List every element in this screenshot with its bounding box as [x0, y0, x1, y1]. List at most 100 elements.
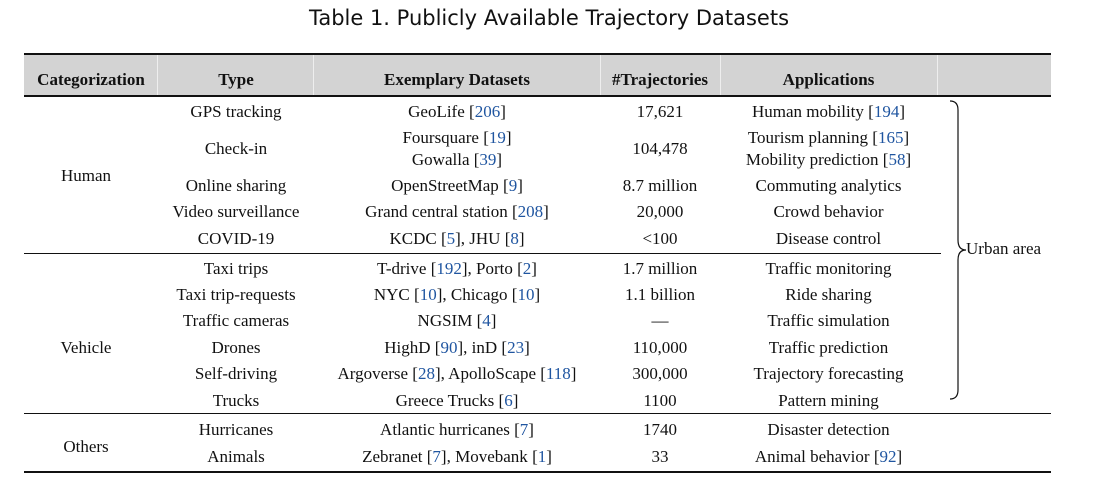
citation-link[interactable]: 206 [474, 102, 501, 121]
citation-link[interactable]: 10 [517, 285, 535, 304]
dataset-cell: Greece Trucks [6] [314, 391, 600, 411]
citation-link[interactable]: 7 [432, 447, 441, 466]
type-cell: Taxi trips [203, 259, 269, 278]
trajectories-cell: 1.7 million [622, 259, 698, 278]
citation-link[interactable]: 8 [510, 229, 519, 248]
application-cell: Pattern mining [720, 391, 937, 411]
urban-area-label: Urban area [966, 239, 1042, 258]
column-header-trajectories: #Trajectories [612, 70, 708, 89]
type-cell: Self-driving [194, 364, 278, 383]
cell-text: [ [540, 364, 546, 383]
cell-text: ] [518, 229, 525, 248]
cell-text: , Chicago [442, 285, 512, 304]
type-cell: Trucks [212, 391, 260, 410]
cell-text: ] [546, 447, 552, 466]
cell-text: [ [476, 311, 483, 330]
cell-text: Pattern mining [778, 391, 879, 410]
header-separator [600, 53, 601, 96]
cell-text: [ [412, 364, 418, 383]
group-label-others: Others [63, 437, 109, 456]
header-separator [720, 53, 721, 96]
application-cell: Traffic monitoring [720, 259, 937, 279]
cell-text: Atlantic hurricanes [380, 420, 515, 439]
cell-text: , Movebank [446, 447, 533, 466]
cell-text: ] [570, 364, 577, 383]
cell-text: [ [501, 338, 508, 357]
cell-text: ] [434, 364, 441, 383]
cell-text: [ [473, 150, 480, 169]
dataset-cell: NGSIM [4] [314, 311, 600, 331]
application-cell: Commuting analytics [720, 176, 937, 196]
cell-text: HighD [384, 338, 435, 357]
type-cell: Animals [207, 447, 265, 466]
citation-link[interactable]: 118 [545, 364, 571, 383]
citation-link[interactable]: 9 [508, 176, 518, 195]
citation-link[interactable]: 92 [879, 447, 897, 466]
cell-text: [ [414, 285, 420, 304]
application-cell: Animal behavior [92] [720, 447, 937, 467]
type-cell: COVID-19 [197, 229, 275, 248]
dataset-cell: Zebranet [7], Movebank [1] [314, 447, 600, 467]
cell-text: T-drive [377, 259, 431, 278]
type-cell: GPS tracking [190, 102, 282, 121]
cell-text: [ [511, 202, 518, 221]
citation-link[interactable]: 39 [479, 150, 497, 169]
citation-link[interactable]: 19 [488, 128, 506, 147]
cell-text: Zebranet [362, 447, 427, 466]
cell-text: Grand central station [365, 202, 512, 221]
citation-link[interactable]: 194 [873, 102, 900, 121]
cell-text: [ [868, 102, 874, 121]
cell-text: ] [524, 338, 530, 357]
dataset-cell: GeoLife [206] [314, 102, 600, 122]
type-cell: Traffic cameras [182, 311, 290, 330]
trajectories-cell: 300,000 [632, 364, 688, 383]
application-cell: Disaster detection [720, 420, 937, 440]
citation-link[interactable]: 165 [877, 128, 904, 147]
table-header-background [24, 53, 1051, 96]
trajectories-cell: 110,000 [632, 338, 688, 357]
citation-link[interactable]: 4 [482, 311, 491, 330]
citation-link[interactable]: 192 [436, 259, 462, 278]
cell-text: [ [503, 176, 509, 195]
cell-text: [ [483, 128, 489, 147]
dataset-cell: OpenStreetMap [9] [314, 176, 600, 196]
dataset-cell: Atlantic hurricanes [7] [314, 420, 600, 440]
group-separator-rule [24, 253, 941, 254]
trajectories-cell: 104,478 [632, 139, 688, 158]
cell-text: GeoLife [408, 102, 470, 121]
citation-link[interactable]: 10 [419, 285, 437, 304]
cell-text: [ [517, 259, 523, 278]
citation-link[interactable]: 7 [519, 420, 529, 439]
type-cell: Drones [211, 338, 261, 357]
cell-text: Animal behavior [754, 447, 874, 466]
cell-text: [ [426, 447, 433, 466]
cell-text: [ [872, 128, 878, 147]
cell-text: [ [511, 285, 518, 304]
citation-link[interactable]: 2 [522, 259, 532, 278]
citation-link[interactable]: 208 [517, 202, 544, 221]
cell-text: [ [504, 229, 511, 248]
dataset-cell: Argoverse [28], ApolloScape [118] [314, 364, 600, 384]
cell-text: ] [534, 285, 541, 304]
dataset-cell: Gowalla [39] [314, 150, 600, 170]
trajectories-cell: 33 [651, 447, 669, 466]
dataset-cell: T-drive [192], Porto [2] [314, 259, 600, 279]
group-label-human: Human [60, 166, 112, 185]
cell-text: Crowd behavior [773, 202, 884, 221]
citation-link[interactable]: 90 [440, 338, 458, 357]
cell-text: ] [500, 102, 506, 121]
application-cell: Human mobility [194] [720, 102, 937, 122]
citation-link[interactable]: 28 [417, 364, 435, 383]
cell-text: , inD [463, 338, 502, 357]
table-caption: Table 1. Publicly Available Trajectory D… [308, 6, 790, 30]
citation-link[interactable]: 6 [504, 391, 513, 410]
trajectories-cell: 8.7 million [622, 176, 698, 195]
citation-link[interactable]: 5 [446, 229, 456, 248]
citation-link[interactable]: 58 [888, 150, 906, 169]
cell-text: , Porto [467, 259, 518, 278]
citation-link[interactable]: 23 [507, 338, 525, 357]
type-cell: Check-in [204, 139, 268, 158]
cell-text: [ [498, 391, 505, 410]
cell-text: [ [882, 150, 889, 169]
citation-link[interactable]: 1 [537, 447, 547, 466]
